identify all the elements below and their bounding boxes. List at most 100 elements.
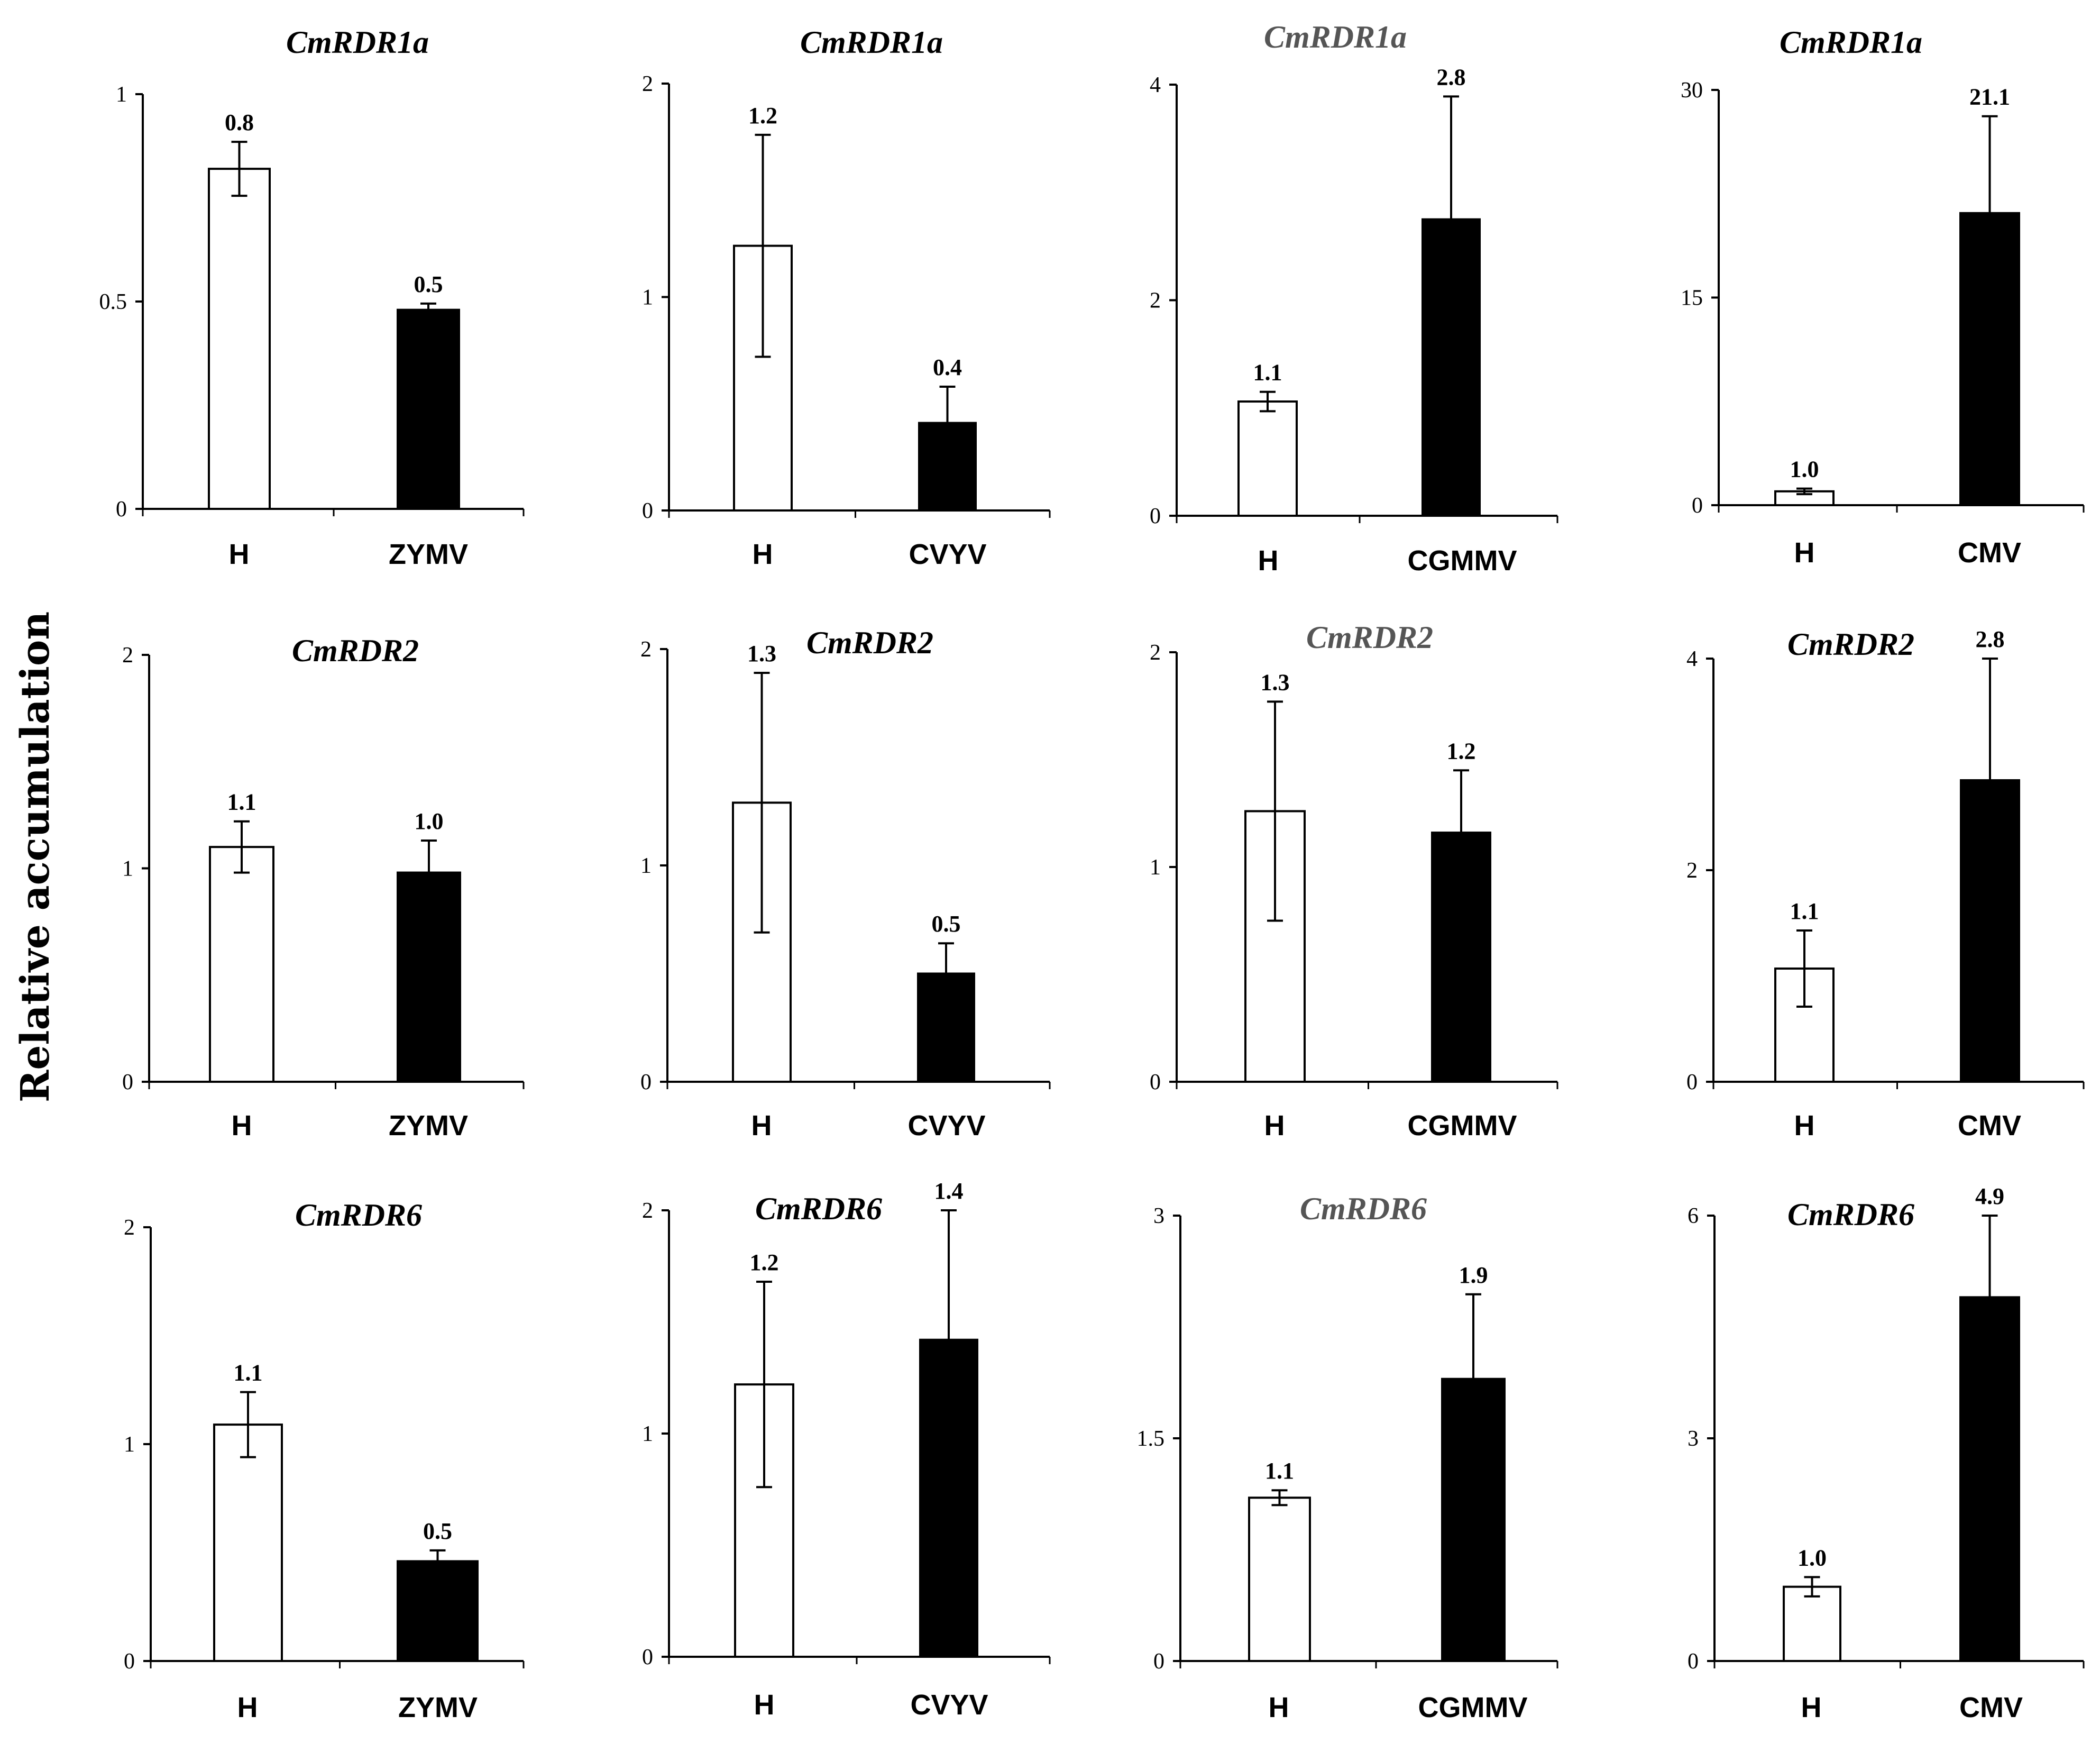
category-label: H <box>229 539 250 570</box>
panel-title: CmRDR6 <box>295 1198 422 1233</box>
panel-rdr2-zymv: CmRDR2 0 1 2 1.1 H 1.0 ZYMV <box>122 633 525 1142</box>
category-label: ZYMV <box>389 1110 468 1142</box>
value-label: 1.1 <box>227 789 256 815</box>
value-label: 1.0 <box>1790 457 1819 482</box>
y-tick-label: 0 <box>124 1649 135 1674</box>
error-bar <box>939 385 956 461</box>
value-label: 1.1 <box>1265 1458 1294 1484</box>
value-label: 1.4 <box>934 1178 964 1204</box>
bar-h <box>213 1423 283 1663</box>
value-label: 1.2 <box>1447 738 1476 764</box>
y-tick-label: 1 <box>642 286 653 310</box>
y-tick-label: 3 <box>1688 1427 1699 1451</box>
error-bar <box>240 1391 256 1458</box>
panel-title: CmRDR1a <box>1780 25 1922 60</box>
error-bar <box>755 133 771 358</box>
value-label: 4.9 <box>1975 1183 2004 1209</box>
error-bar <box>938 942 954 1005</box>
category-label: CGMMV <box>1408 545 1517 577</box>
panel-rdr1a-zymv: CmRDR1a 0 0.5 1 0.8 H 0.5 ZYMV <box>99 25 525 570</box>
category-label: CGMMV <box>1418 1692 1528 1723</box>
category-label: CVYV <box>910 1689 988 1721</box>
error-bar <box>1267 700 1283 922</box>
category-label: CMV <box>1958 1110 2021 1142</box>
value-label: 1.1 <box>234 1360 263 1386</box>
y-tick-label: 15 <box>1681 286 1703 311</box>
error-bar <box>1465 1293 1481 1465</box>
error-bar <box>1260 390 1276 413</box>
error-bar <box>1982 658 1998 903</box>
y-tick-label: 2 <box>642 72 653 96</box>
value-label: 2.8 <box>1976 626 2005 652</box>
category-label: H <box>1258 545 1279 577</box>
panel-title: CmRDR1a <box>1264 20 1407 54</box>
category-label: ZYMV <box>398 1692 478 1723</box>
panel-title: CmRDR6 <box>1787 1197 1914 1232</box>
value-label: 21.1 <box>1969 84 2010 110</box>
y-tick-label: 2 <box>1686 859 1698 883</box>
category-label: CGMMV <box>1408 1110 1517 1142</box>
error-bar <box>1453 769 1469 896</box>
error-bar <box>1796 929 1812 1008</box>
y-tick-label: 0 <box>640 1070 652 1094</box>
y-tick-label: 2 <box>640 637 652 662</box>
category-label: H <box>1794 1110 1815 1142</box>
panel-title: CmRDR2 <box>1306 620 1433 655</box>
y-tick-label: 1 <box>640 854 652 878</box>
value-label: 1.1 <box>1790 898 1819 924</box>
y-tick-label: 0 <box>1686 1070 1698 1094</box>
bar-zymv <box>397 308 460 510</box>
error-bar <box>421 839 437 906</box>
panel-title: CmRDR6 <box>1300 1191 1427 1226</box>
category-label: CVYV <box>909 539 986 570</box>
bar-cmv <box>1960 779 2020 1083</box>
y-tick-label: 2 <box>122 643 133 668</box>
y-tick-label: 1 <box>1150 855 1161 880</box>
bar-cvyv <box>919 1338 978 1658</box>
panel-title: CmRDR2 <box>292 633 419 668</box>
bar-h <box>208 168 271 510</box>
error-bar <box>1271 1489 1288 1507</box>
error-bar <box>941 1209 957 1471</box>
panel-rdr6-zymv: CmRDR6 0 1 2 1.1 H 0.5 ZYMV <box>124 1198 525 1723</box>
error-bar <box>756 1281 772 1489</box>
category-label: H <box>232 1110 252 1142</box>
y-tick-label: 4 <box>1686 647 1698 671</box>
panel-rdr1a-cvyv: CmRDR1a 0 1 2 1.2 H 0.4 CVYV <box>642 25 1051 570</box>
y-tick-label: 4 <box>1150 73 1161 97</box>
y-tick-label: 0 <box>1688 1649 1699 1674</box>
error-bar <box>1982 115 1998 312</box>
value-label: 1.0 <box>1798 1545 1827 1571</box>
bar-h <box>1248 1496 1311 1662</box>
value-label: 2.8 <box>1437 64 1466 90</box>
bar-h <box>1783 1585 1841 1663</box>
category-label: H <box>237 1692 258 1723</box>
category-label: H <box>751 1110 772 1142</box>
error-bar <box>420 302 436 317</box>
bar-zymv <box>397 871 461 1083</box>
y-tick-label: 0 <box>1150 504 1161 528</box>
value-label: 0.4 <box>933 354 962 380</box>
y-tick-label: 2 <box>1150 289 1161 313</box>
panel-rdr2-cmv: CmRDR2 0 2 4 1.1 H 2.8 CMV <box>1686 626 2085 1142</box>
value-label: 1.0 <box>415 808 444 834</box>
y-axis-label: Relative accumulation <box>13 612 58 1102</box>
category-label: H <box>1269 1692 1289 1723</box>
error-bar <box>1982 1215 1998 1380</box>
bar-zymv <box>397 1560 479 1662</box>
bar-h <box>209 846 274 1083</box>
y-tick-label: 1 <box>116 83 127 107</box>
panel-rdr1a-cgmmv: CmRDR1a 0 2 4 1.1 H 2.8 CGMMV <box>1150 20 1558 577</box>
y-tick-label: 0 <box>122 1070 133 1094</box>
category-label: CMV <box>1958 537 2021 569</box>
panel-title: CmRDR6 <box>755 1191 882 1226</box>
category-label: H <box>1794 537 1815 569</box>
panel-title: CmRDR1a <box>286 25 429 60</box>
y-tick-label: 0 <box>642 1645 653 1669</box>
y-tick-label: 2 <box>642 1199 653 1223</box>
value-label: 1.3 <box>747 641 776 667</box>
y-tick-label: 6 <box>1688 1204 1699 1228</box>
error-bar <box>754 671 770 934</box>
bar-h <box>1237 400 1298 517</box>
